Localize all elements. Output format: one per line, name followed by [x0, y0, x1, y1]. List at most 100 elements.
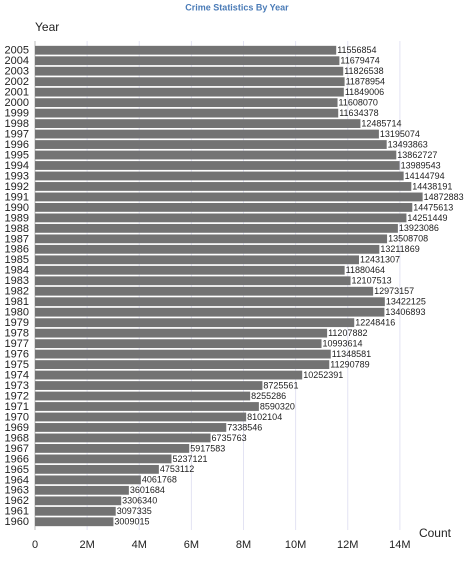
value-label: 5917583: [190, 443, 225, 453]
bar: [35, 444, 190, 453]
value-label: 13989543: [401, 160, 441, 170]
value-label: 10252391: [303, 370, 343, 380]
bar: [35, 328, 328, 338]
bar: [35, 255, 359, 265]
value-label: 13406893: [385, 307, 425, 317]
y-tick-label: 1961: [5, 506, 29, 518]
value-label: 11348581: [332, 349, 371, 359]
value-label: 12973157: [374, 286, 414, 296]
y-tick-label: 1966: [5, 453, 29, 465]
x-tick-label: 10M: [285, 539, 306, 551]
bar: [35, 297, 385, 307]
bar: [35, 276, 351, 286]
bar: [35, 171, 404, 181]
chart-title: Crime Statistics By Year: [185, 2, 289, 12]
value-label: 11880464: [346, 265, 385, 275]
bar: [35, 265, 345, 275]
y-tick-label: 1982: [5, 286, 29, 298]
bar: [35, 475, 141, 485]
bar: [35, 161, 400, 170]
y-tick-label: 1991: [5, 191, 29, 203]
y-tick-label: 1988: [5, 223, 29, 235]
value-label: 13493863: [388, 139, 428, 149]
value-label: 3306340: [122, 496, 157, 506]
bar: [35, 360, 330, 369]
bar: [35, 108, 339, 118]
y-tick-label: 1976: [5, 349, 29, 361]
value-label: 13195074: [380, 129, 420, 139]
bar: [35, 119, 361, 128]
bar: [35, 77, 345, 87]
bar: [35, 412, 247, 422]
value-label: 7338546: [227, 422, 262, 432]
value-label: 12485714: [361, 118, 401, 128]
bar: [35, 391, 251, 401]
y-tick-label: 1992: [5, 181, 29, 193]
bar: [35, 381, 263, 390]
bar: [35, 213, 407, 223]
bar: [35, 129, 379, 139]
bar: [35, 402, 259, 411]
bar: [35, 234, 388, 244]
value-label: 14144794: [405, 171, 445, 181]
value-label: 8102104: [247, 412, 282, 422]
value-label: 11207882: [328, 328, 367, 338]
bar: [35, 423, 227, 432]
value-label: 11556854: [337, 45, 376, 55]
bar: [35, 370, 303, 380]
bar: [35, 307, 385, 317]
y-tick-label: 1964: [5, 474, 29, 486]
y-tick-label: 1963: [5, 485, 29, 497]
bar: [35, 496, 122, 506]
bar: [35, 140, 387, 149]
value-label: 11290789: [330, 359, 369, 369]
y-tick-label: 1962: [5, 495, 29, 507]
y-tick-label: 1993: [5, 170, 29, 182]
value-label: 11634378: [339, 108, 378, 118]
value-label: 3601684: [130, 485, 165, 495]
bar: [35, 349, 331, 359]
bar: [35, 506, 116, 516]
value-label: 11826538: [344, 66, 383, 76]
x-axis-label: Count: [419, 526, 452, 540]
value-label: 4753112: [160, 464, 194, 474]
bar: [35, 286, 374, 296]
bar: [35, 433, 211, 443]
y-tick-label: 2001: [5, 87, 29, 99]
bar: [35, 66, 344, 76]
y-tick-label: 1981: [5, 296, 29, 308]
value-label: 13923086: [399, 223, 439, 233]
y-tick-label: 1989: [5, 212, 29, 224]
bar: [35, 339, 322, 349]
bar: [35, 464, 159, 474]
y-tick-label: 1986: [5, 244, 29, 256]
bar: [35, 318, 355, 328]
value-label: 12248416: [355, 318, 395, 328]
value-label: 12107513: [352, 276, 392, 286]
value-label: 14438191: [412, 181, 452, 191]
x-tick-label: 8M: [236, 539, 251, 551]
y-tick-label: 1965: [5, 464, 29, 476]
y-tick-label: 1999: [5, 108, 29, 120]
y-tick-label: 1973: [5, 380, 29, 392]
y-tick-label: 1975: [5, 359, 29, 371]
bar: [35, 87, 344, 97]
value-label: 13422125: [386, 297, 426, 307]
y-tick-label: 1979: [5, 317, 29, 329]
y-tick-label: 1968: [5, 432, 29, 444]
y-tick-label: 1971: [5, 401, 29, 413]
bar: [35, 182, 412, 191]
x-tick-label: 12M: [337, 539, 358, 551]
value-label: 8725561: [263, 380, 298, 390]
value-label: 11849006: [345, 87, 384, 97]
y-tick-label: 2005: [5, 45, 29, 57]
value-label: 14475613: [413, 202, 453, 212]
y-tick-label: 1996: [5, 139, 29, 151]
value-label: 3009015: [114, 517, 149, 527]
bar: [35, 485, 129, 495]
x-tick-label: 0: [32, 539, 38, 551]
y-tick-label: 1960: [5, 516, 29, 528]
value-label: 13508708: [388, 234, 428, 244]
y-axis-label: Year: [35, 20, 59, 34]
